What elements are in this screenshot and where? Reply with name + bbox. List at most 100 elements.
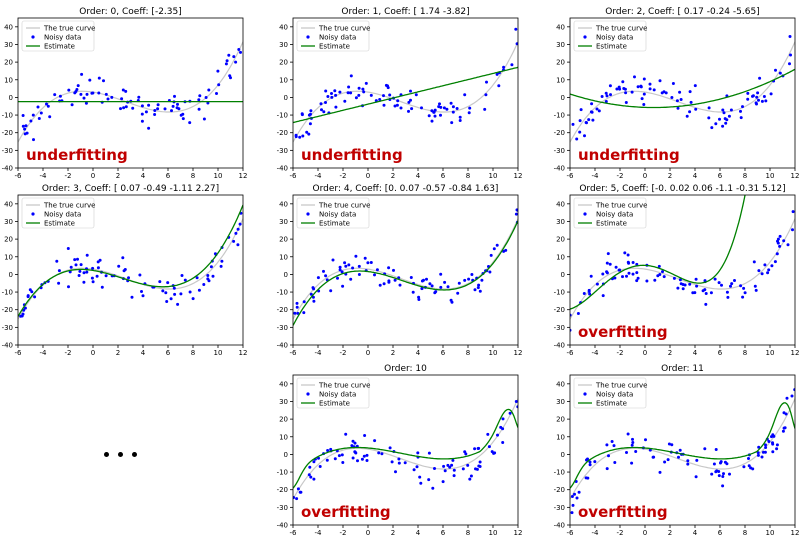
noisy-data-point xyxy=(169,297,173,301)
noisy-data-point xyxy=(728,472,731,476)
noisy-data-point xyxy=(663,460,667,464)
legend-noisy-data-label: Noisy data xyxy=(596,34,633,42)
noisy-data-point xyxy=(360,457,364,461)
noisy-data-point xyxy=(679,98,683,101)
noisy-data-point xyxy=(375,268,379,272)
y-tick-label: 0 xyxy=(284,271,288,279)
noisy-data-point xyxy=(623,251,627,255)
noisy-data-point xyxy=(577,490,581,494)
noisy-data-point xyxy=(676,106,680,110)
noisy-data-point xyxy=(773,260,777,264)
noisy-data-point xyxy=(584,476,588,480)
noisy-data-point xyxy=(452,468,456,472)
noisy-data-point xyxy=(675,99,679,103)
noisy-data-point xyxy=(176,302,180,306)
noisy-data-point xyxy=(181,117,185,121)
noisy-data-point xyxy=(341,284,345,288)
legend-estimate-label: Estimate xyxy=(596,400,627,408)
noisy-data-point xyxy=(480,278,484,282)
noisy-data-point xyxy=(124,105,128,109)
noisy-data-point xyxy=(499,425,503,429)
x-tick-label: -4 xyxy=(40,172,48,180)
fit-annotation: underfitting xyxy=(26,146,128,164)
y-tick-label: -40 xyxy=(554,522,565,530)
y-tick-label: -30 xyxy=(554,147,565,155)
noisy-data-point xyxy=(433,291,437,295)
noisy-data-point xyxy=(721,108,725,112)
noisy-data-point xyxy=(232,239,236,243)
noisy-data-point xyxy=(723,460,727,464)
noisy-data-point xyxy=(311,295,315,299)
plot-area xyxy=(18,204,243,320)
noisy-data-point xyxy=(21,312,25,316)
noisy-data-point xyxy=(318,465,322,468)
noisy-data-point xyxy=(75,88,79,91)
legend-noisy-data-swatch xyxy=(306,392,310,396)
noisy-data-point xyxy=(456,291,460,295)
noisy-data-point xyxy=(337,454,341,458)
noisy-data-point xyxy=(77,274,81,277)
noisy-data-point xyxy=(322,269,325,273)
y-tick-label: 10 xyxy=(556,76,565,84)
noisy-data-point xyxy=(220,259,224,263)
noisy-data-point xyxy=(644,438,647,442)
subplot-8: Order: 11-6 -4 -2 0 2 4 6 8 10 12-40-30-20-100102… xyxy=(554,364,800,537)
noisy-data-point xyxy=(633,75,636,79)
noisy-data-point xyxy=(754,101,758,105)
noisy-data-point xyxy=(741,295,745,299)
x-tick-label: -2 xyxy=(617,349,624,357)
subplot-1: Order: 0, Coeff: [-2.35]-6 -4 -2 0 2 4 6 8 10 12-… xyxy=(2,7,248,180)
ellipsis-dot xyxy=(132,452,137,457)
x-tick-label: 10 xyxy=(489,529,498,537)
noisy-data-point xyxy=(97,91,101,95)
noisy-data-point xyxy=(353,450,357,454)
x-tick-label: -6 xyxy=(290,172,298,180)
noisy-data-point xyxy=(396,99,400,103)
noisy-data-point xyxy=(474,467,477,471)
noisy-data-point xyxy=(21,114,25,117)
noisy-data-point xyxy=(689,100,693,104)
noisy-data-point xyxy=(365,459,369,462)
x-tick-label: 10 xyxy=(489,172,498,180)
noisy-data-point xyxy=(714,448,718,451)
noisy-data-point xyxy=(418,475,422,479)
noisy-data-point xyxy=(473,447,477,451)
y-tick-label: 20 xyxy=(556,236,565,244)
noisy-data-point xyxy=(593,460,597,464)
noisy-data-point xyxy=(576,312,580,315)
legend-estimate-label: Estimate xyxy=(44,220,75,228)
y-tick-label: 0 xyxy=(9,94,13,102)
noisy-data-point xyxy=(45,102,48,106)
ellipsis-dot xyxy=(104,452,109,457)
noisy-data-point xyxy=(24,124,28,128)
noisy-data-point xyxy=(354,254,358,258)
y-tick-label: 40 xyxy=(279,23,288,31)
noisy-data-point xyxy=(757,98,760,102)
x-tick-label: 0 xyxy=(91,172,95,180)
noisy-data-point xyxy=(761,450,765,454)
y-tick-label: -20 xyxy=(277,306,288,314)
noisy-data-point xyxy=(120,97,124,101)
noisy-data-point xyxy=(720,283,723,287)
noisy-data-point xyxy=(467,111,471,115)
noisy-data-point xyxy=(238,222,242,226)
noisy-data-point xyxy=(173,94,176,98)
y-tick-label: 20 xyxy=(279,59,288,67)
noisy-data-point xyxy=(449,298,453,302)
noisy-data-point xyxy=(752,260,756,264)
noisy-data-point xyxy=(488,270,492,274)
legend-estimate-label: Estimate xyxy=(596,220,627,228)
noisy-data-point xyxy=(591,118,595,122)
x-tick-label: -2 xyxy=(340,349,347,357)
y-tick-label: 0 xyxy=(561,451,565,459)
noisy-data-point xyxy=(468,106,472,110)
x-tick-label: 4 xyxy=(141,349,146,357)
noisy-data-point xyxy=(338,265,342,269)
subplot-title: Order: 10 xyxy=(384,364,427,374)
fit-annotation: underfitting xyxy=(578,146,680,164)
noisy-data-point xyxy=(608,84,612,88)
noisy-data-point xyxy=(172,286,176,290)
y-tick-label: -10 xyxy=(2,289,13,297)
y-tick-label: 0 xyxy=(284,451,288,459)
